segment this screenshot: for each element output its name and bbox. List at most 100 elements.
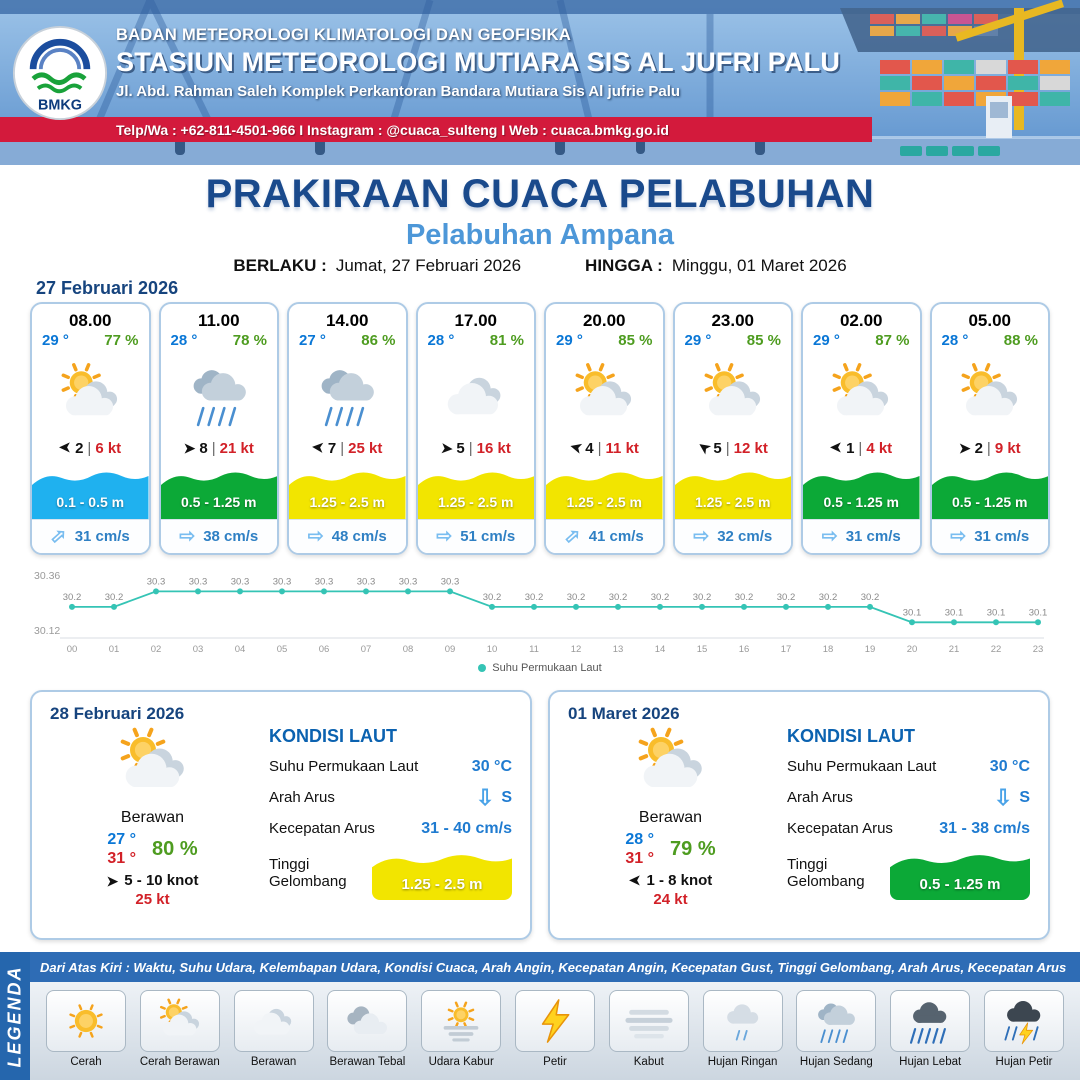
card-time: 02.00 [839,311,883,330]
svg-text:07: 07 [361,644,372,655]
wind-direction-icon: ➤ [59,440,72,456]
card-wind: ➤ 2 | 9 kt [932,436,1049,460]
card-temperature: 29 ° [556,332,583,349]
wind-separator: | [468,439,473,457]
current-speed-value: 51 cm/s [460,528,516,545]
legend-item: Cerah Berawan [134,990,226,1068]
wave-height-value: 0.5 - 1.25 m [823,494,900,510]
wind-direction-icon: ➤ [567,438,584,458]
wave-height-label: Tinggi Gelombang [787,856,865,890]
wave-height-value: 1.25 - 2.5 m [438,494,514,510]
weather-icon [932,353,1049,436]
current-speed-value: 31 cm/s [845,528,901,545]
legend-item: Hujan Lebat [884,990,976,1068]
gust-value: 25 kt [135,891,170,909]
forecast-card: 08.00 29 ° 77 % ➤ 2 | 6 kt 0.1 - 0.5 m ⇨ 31… [30,302,151,555]
wind-direction-value: 2 [974,439,983,457]
svg-text:13: 13 [613,644,624,655]
current-direction-icon: ⇨ [559,523,586,550]
wind-separator: | [597,439,602,457]
card-humidity: 81 % [489,332,524,349]
current-speed-value: 38 cm/s [203,528,259,545]
svg-text:30.2: 30.2 [819,592,838,603]
wind-separator: | [725,439,730,457]
wind-range: 1 - 8 knot [646,872,713,890]
title-block: PRAKIRAAN CUACA PELABUHAN Pelabuhan Ampa… [0,172,1080,252]
svg-text:30.1: 30.1 [1029,607,1048,618]
svg-text:14: 14 [655,644,666,655]
forecast-card: 23.00 29 ° 85 % ➤ 5 | 12 kt 1.25 - 2.5 m ⇨ … [672,302,793,555]
wind-direction-icon: ➤ [958,440,971,456]
rain-med-icon [796,990,877,1052]
wind-speed-value: 9 kt [994,439,1021,457]
legend-ribbon-label: LEGENDA [4,964,25,1068]
wind-direction-icon: ➤ [830,440,843,456]
legend-item-label: Kabut [633,1056,664,1068]
station-name: STASIUN METEOROLOGI MUTIARA SIS AL JUFRI… [116,47,841,77]
sea-conditions-heading: KONDISI LAUT [787,726,915,746]
contact-bar: Telp/Wa : +62-811-4501-966 I Instagram :… [0,117,872,142]
legend-marker-icon [478,664,487,672]
header-illustration [0,0,1080,165]
condition-label: Berawan [638,809,703,826]
svg-text:30.2: 30.2 [693,592,712,603]
sst-label: Suhu Permukaan Laut [269,758,419,775]
legend-item-label: Petir [543,1056,567,1068]
card-temperature: 28 ° [427,332,455,349]
current-direction-icon: ⇨ [307,526,324,547]
wind-separator: | [87,439,92,457]
svg-text:30.2: 30.2 [609,592,628,603]
gust-value: 24 kt [653,891,688,909]
wind-direction-value: 5 [713,439,722,457]
card-humidity: 87 % [875,332,910,349]
svg-text:18: 18 [823,644,834,655]
wind-separator: | [986,439,991,457]
card-current: ⇨ 31 cm/s [931,519,1048,553]
legend-item-label: Udara Kabur [428,1056,494,1068]
card-wind: ➤ 2 | 6 kt [32,436,149,460]
current-speed-value: 31 cm/s [974,528,1030,545]
berlaku-value: Jumat, 27 Februari 2026 [335,256,522,275]
wave-height-value: 1.25 - 2.5 m [401,876,483,893]
svg-text:05: 05 [277,644,288,655]
daily-panel: 28 Februari 2026 Berawan 27 ° 31 ° 80 % … [30,690,532,940]
legend-item-label: Berawan [250,1056,297,1068]
card-wave-height: 0.1 - 0.5 m [32,463,149,519]
bmkg-logo-text: BMKG [38,97,82,113]
card-time: 11.00 [197,311,240,330]
wind-separator: | [340,439,345,457]
chart-legend-label: Suhu Permukaan Laut [492,662,602,674]
svg-text:06: 06 [319,644,330,655]
svg-text:30.3: 30.3 [231,576,250,587]
card-temperature: 28 ° [941,332,969,349]
thunder-icon [514,990,595,1052]
wind-direction-icon: ➤ [183,440,196,456]
card-temperature: 28 ° [170,332,198,349]
legend-item: Berawan [228,990,320,1068]
wind-separator: | [858,439,863,457]
card-temperature: 27 ° [299,332,326,349]
svg-text:19: 19 [865,644,876,655]
wind-speed-value: 6 kt [95,439,122,457]
legend-description-bar: Dari Atas Kiri : Waktu, Suhu Udara, Kele… [30,952,1080,982]
panel-date: 28 Februari 2026 [50,704,185,723]
legend-item: Petir [509,990,601,1068]
svg-text:30.2: 30.2 [483,592,502,603]
station-address: Jl. Abd. Rahman Saleh Komplek Perkantora… [116,83,681,100]
card-current: ⇨ 31 cm/s [32,519,149,553]
daily-panel: 01 Maret 2026 Berawan 28 ° 31 ° 79 % ➤ 1… [548,690,1050,940]
svg-text:30.1: 30.1 [903,607,922,618]
svg-text:30.2: 30.2 [735,592,754,603]
card-wave-height: 0.5 - 1.25 m [931,463,1048,519]
wave-height-value: 1.25 - 2.5 m [309,494,386,510]
wave-height-value: 0.5 - 1.25 m [952,494,1028,510]
svg-text:30.3: 30.3 [441,576,460,587]
rain-light-icon [702,990,783,1052]
svg-text:30.3: 30.3 [315,576,334,587]
legend-item-label: Hujan Lebat [899,1056,962,1068]
legend-item-label: Cerah Berawan [139,1056,220,1068]
svg-text:21: 21 [949,644,960,655]
svg-text:04: 04 [235,644,246,655]
wind-direction-value: 1 [846,439,855,457]
wind-direction-icon: ➤ [628,872,641,889]
